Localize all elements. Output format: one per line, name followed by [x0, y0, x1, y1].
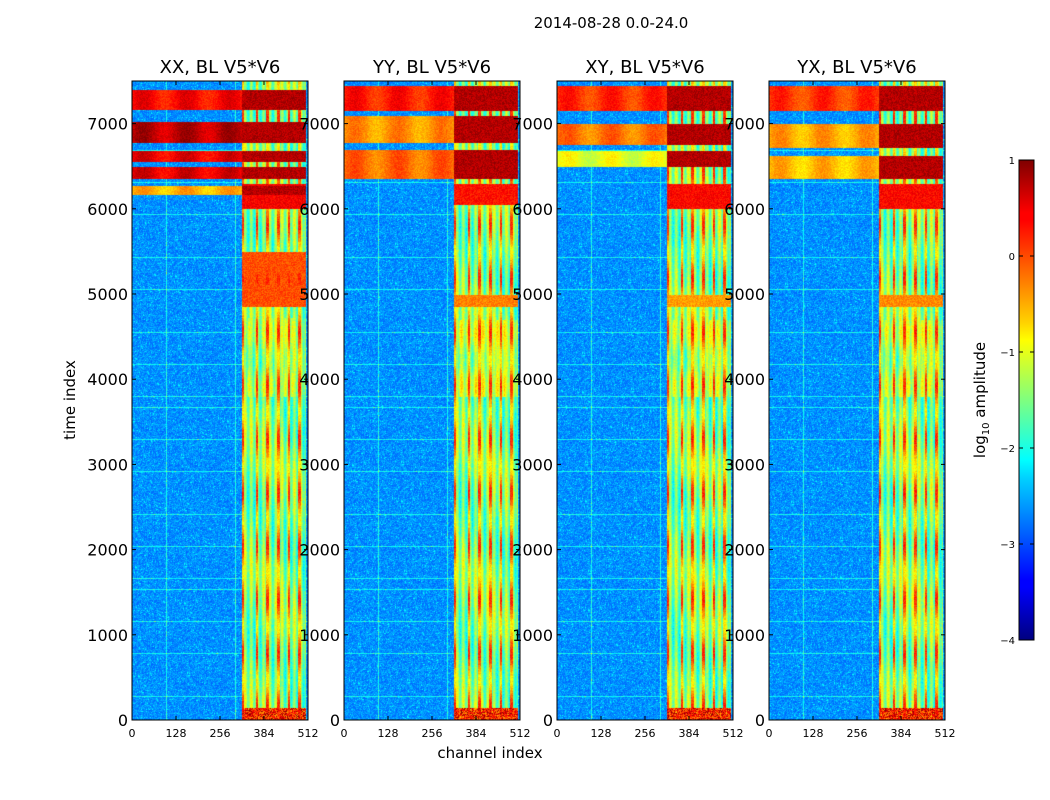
panel-4-ytick-label: 1000 — [724, 626, 765, 645]
colorbar-tick-label: −1 — [1000, 348, 1015, 359]
panel-4-xtick-label: 256 — [847, 727, 868, 740]
panel-2-ytick-label: 0 — [330, 711, 340, 730]
panel-4: YX, BL V5*V6 — [768, 57, 946, 721]
panel-3-ytick-label: 0 — [543, 711, 553, 730]
panel-4-xtick-label: 128 — [803, 727, 824, 740]
panel-2-heatmap — [344, 81, 520, 720]
panel-2-ytick-label: 6000 — [299, 200, 340, 219]
panel-1-xtick-label: 0 — [129, 727, 136, 740]
panel-3-heatmap — [557, 81, 733, 720]
panel-1-xtick-label: 256 — [210, 727, 231, 740]
panel-2-title: YY, BL V5*V6 — [372, 57, 491, 78]
panel-4-heatmap — [769, 81, 945, 720]
colorbar-tick-label: −2 — [1000, 444, 1015, 455]
y-axis-label: time index — [61, 360, 79, 440]
panel-4-xtick-label: 0 — [766, 727, 773, 740]
panel-2: YY, BL V5*V6 — [343, 57, 521, 721]
panel-1: XX, BL V5*V6 — [131, 57, 309, 721]
panel-3-ytick-label: 7000 — [512, 115, 553, 134]
panel-1-ytick-label: 5000 — [87, 285, 128, 304]
panel-1-ytick-label: 7000 — [87, 115, 128, 134]
colorbar-tick-label: 1 — [1009, 156, 1015, 167]
colorbar-label: log10 amplitude — [971, 342, 992, 458]
colorbar-tick-label: 0 — [1009, 252, 1015, 263]
panel-1-xtick-label: 128 — [166, 727, 187, 740]
x-axis-label: channel index — [437, 744, 542, 762]
panel-3: XY, BL V5*V6 — [556, 57, 734, 721]
panel-3-ytick-label: 4000 — [512, 370, 553, 389]
panel-2-ytick-label: 1000 — [299, 626, 340, 645]
panel-3-xtick-label: 512 — [723, 727, 744, 740]
panel-3-ytick-label: 2000 — [512, 541, 553, 560]
panel-3-title: XY, BL V5*V6 — [585, 57, 704, 78]
panel-1-ytick-label: 6000 — [87, 200, 128, 219]
panel-3-ytick-label: 6000 — [512, 200, 553, 219]
colorbar-ticks: 1 0 −1 −2 −3 −4 — [1000, 156, 1034, 647]
panel-1-ytick-label: 3000 — [87, 455, 128, 474]
panel-4-ytick-label: 7000 — [724, 115, 765, 134]
panel-2-ytick-label: 4000 — [299, 370, 340, 389]
panel-4-xtick-label: 512 — [935, 727, 956, 740]
panel-4-xtick-label: 384 — [891, 727, 912, 740]
colorbar-gradient — [1018, 159, 1035, 641]
panel-3-ytick-label: 5000 — [512, 285, 553, 304]
colorbar-label-prefix: log — [971, 435, 989, 458]
panel-3-ytick-label: 3000 — [512, 455, 553, 474]
panel-2-xtick-label: 256 — [422, 727, 443, 740]
panel-1-ytick-label: 4000 — [87, 370, 128, 389]
panel-3-xtick-label: 0 — [554, 727, 561, 740]
panel-4-ytick-label: 2000 — [724, 541, 765, 560]
panel-1-ytick-label: 0 — [118, 711, 128, 730]
axis-ticks: 0 128 256 384 512 0 1000 2000 3000 4000 5000 6000 70… — [87, 81, 956, 740]
panel-2-ytick-label: 7000 — [299, 115, 340, 134]
panel-2-xtick-label: 0 — [341, 727, 348, 740]
panel-2-ytick-label: 2000 — [299, 541, 340, 560]
panel-1-ytick-label: 2000 — [87, 541, 128, 560]
panel-4-title: YX, BL V5*V6 — [796, 57, 916, 78]
panel-3-ytick-label: 1000 — [512, 626, 553, 645]
panel-4-ytick-label: 4000 — [724, 370, 765, 389]
panel-4-ytick-label: 5000 — [724, 285, 765, 304]
panel-3-xtick-label: 384 — [679, 727, 700, 740]
panel-4-ytick-label: 3000 — [724, 455, 765, 474]
panel-4-ytick-label: 0 — [755, 711, 765, 730]
panel-3-xtick-label: 128 — [591, 727, 612, 740]
colorbar-label-suffix: amplitude — [971, 342, 989, 423]
panel-1-ytick-label: 1000 — [87, 626, 128, 645]
panel-3-xtick-label: 256 — [635, 727, 656, 740]
panel-4-ytick-label: 6000 — [724, 200, 765, 219]
colorbar-tick-label: −4 — [1000, 636, 1015, 647]
panel-2-ytick-label: 5000 — [299, 285, 340, 304]
panel-1-title: XX, BL V5*V6 — [160, 57, 281, 78]
panel-2-xtick-label: 512 — [510, 727, 531, 740]
colorbar-label-subscript: 10 — [981, 422, 992, 435]
panel-2-xtick-label: 384 — [466, 727, 487, 740]
panel-1-heatmap — [132, 81, 308, 720]
panel-2-ytick-label: 3000 — [299, 455, 340, 474]
colorbar: 10−1−2−3−4 log10 amplitude — [971, 156, 1035, 647]
panel-2-xtick-label: 128 — [378, 727, 399, 740]
colorbar-tick-label: −3 — [1000, 540, 1015, 551]
figure-suptitle: 2014-08-28 0.0-24.0 — [534, 14, 689, 32]
panel-1-xtick-label: 512 — [298, 727, 319, 740]
panel-1-xtick-label: 384 — [254, 727, 275, 740]
